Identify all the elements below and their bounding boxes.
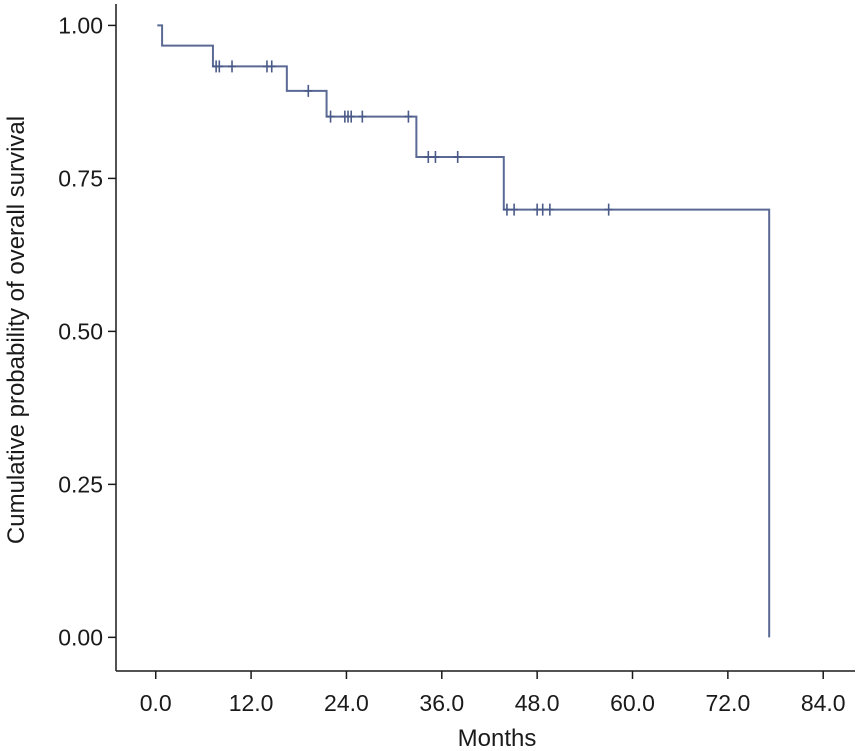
x-tick-label: 24.0 [324,690,369,716]
censor-mark [304,84,313,97]
x-tick-label: 84.0 [801,690,846,716]
y-tick-label: 0.75 [58,165,103,191]
x-tick-label: 36.0 [419,690,464,716]
y-tick-label: 0.50 [58,318,103,344]
censor-mark [326,110,335,123]
x-tick-label: 72.0 [705,690,750,716]
censor-mark [424,150,433,163]
censor-mark [228,60,237,73]
x-tick-label: 48.0 [515,690,560,716]
plot-area [157,24,771,638]
censor-mark [347,110,356,123]
censor-mark [538,203,547,216]
censor-mark [404,110,413,123]
censor-mark [510,203,519,216]
censor-mark [502,203,511,216]
censor-mark [545,203,554,216]
censor-mark [358,110,367,123]
axes: 0.00 0.25 0.50 0.75 1.00 0.0 12.0 24.0 36.0 48.0 6… [58,4,855,716]
x-tick-label: 60.0 [610,690,655,716]
censor-mark [431,150,440,163]
x-axis-title: Months [458,725,537,751]
y-tick-label: 0.00 [58,624,103,650]
y-tick-label: 1.00 [58,12,103,38]
survival-curve [157,24,771,638]
x-tick-label: 0.0 [140,690,172,716]
y-axis-title: Cumulative probability of overall surviv… [3,116,30,544]
censor-mark [267,60,276,73]
censor-mark [453,150,462,163]
censor-mark [215,60,224,73]
y-tick-label: 0.25 [58,471,103,497]
x-tick-label: 12.0 [229,690,274,716]
censor-mark [604,203,613,216]
